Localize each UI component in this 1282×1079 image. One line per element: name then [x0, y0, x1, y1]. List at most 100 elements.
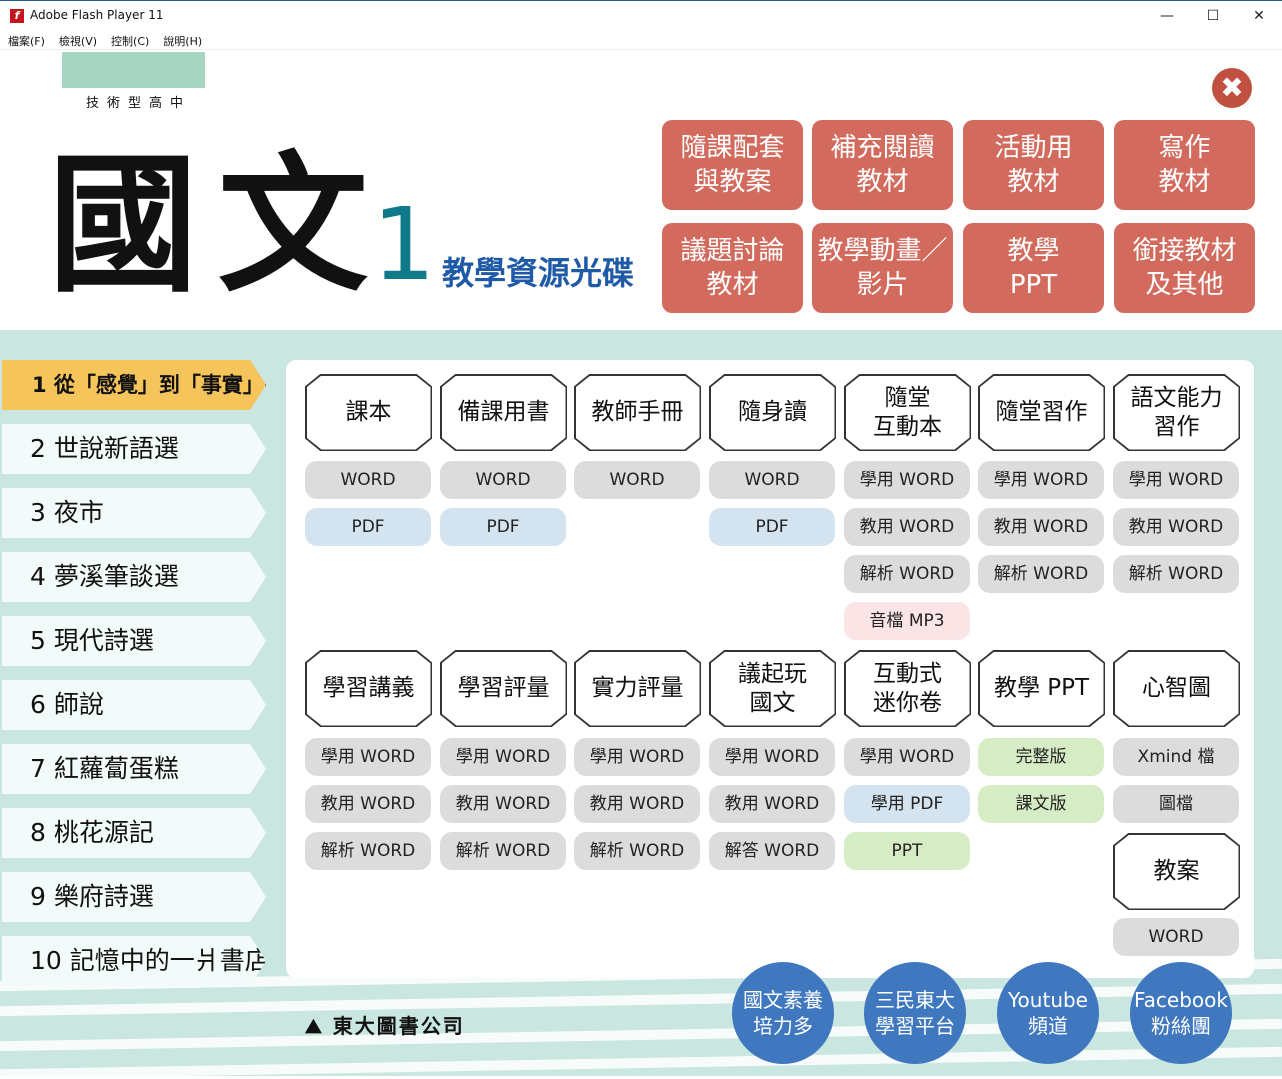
publisher-name: 東大圖書公司 — [332, 1014, 465, 1038]
resource-category-button[interactable]: 隨課配套 與教案 — [662, 120, 803, 210]
file-button[interactable]: WORD — [305, 461, 431, 499]
file-button[interactable]: 音檔 MP3 — [844, 602, 970, 640]
resource-heading: 課本 — [305, 374, 432, 451]
file-button[interactable]: WORD — [709, 461, 835, 499]
file-button[interactable]: 完整版 — [978, 738, 1104, 776]
resource-heading: 學習評量 — [440, 650, 567, 727]
resource-heading-label: 教學 PPT — [979, 651, 1104, 726]
file-button[interactable]: 解析 WORD — [978, 555, 1104, 593]
resource-heading: 隨身讀 — [709, 374, 836, 451]
window-title: Adobe Flash Player 11 — [30, 8, 164, 22]
resource-heading-label: 實力評量 — [575, 651, 700, 726]
resource-heading-label: 議起玩 國文 — [710, 651, 835, 726]
file-button[interactable]: 教用 WORD — [1113, 508, 1239, 546]
lesson-tab[interactable]: 7 紅蘿蔔蛋糕 — [2, 744, 266, 794]
file-button[interactable]: 教用 WORD — [709, 785, 835, 823]
resource-heading-label: 隨堂習作 — [979, 375, 1104, 450]
lesson-tab[interactable]: 5 現代詩選 — [2, 616, 266, 666]
file-button[interactable]: 學用 WORD — [709, 738, 835, 776]
file-button[interactable]: 解析 WORD — [844, 555, 970, 593]
resource-heading: 教學 PPT — [978, 650, 1105, 727]
resource-category-button[interactable]: 教學動畫／ 影片 — [812, 223, 953, 313]
resource-category-button[interactable]: 補充閱讀 教材 — [812, 120, 953, 210]
file-button[interactable]: 教用 WORD — [978, 508, 1104, 546]
file-button[interactable]: 教用 WORD — [440, 785, 566, 823]
footer-link-button[interactable]: Facebook 粉絲團 — [1130, 962, 1232, 1064]
file-button[interactable]: WORD — [440, 461, 566, 499]
file-button[interactable]: 圖檔 — [1113, 785, 1239, 823]
resource-category-button[interactable]: 銜接教材 及其他 — [1114, 223, 1255, 313]
file-button[interactable]: 教用 WORD — [574, 785, 700, 823]
resource-heading: 教案 — [1113, 833, 1240, 910]
close-icon[interactable]: ✖ — [1212, 68, 1252, 108]
resource-heading-label: 隨身讀 — [710, 375, 835, 450]
lesson-tab[interactable]: 3 夜市 — [2, 488, 266, 538]
menu-help[interactable]: 說明(H) — [163, 35, 203, 48]
file-button[interactable]: WORD — [574, 461, 700, 499]
file-button[interactable]: 學用 WORD — [844, 461, 970, 499]
file-button[interactable]: 解析 WORD — [440, 832, 566, 870]
file-button[interactable]: 解答 WORD — [709, 832, 835, 870]
file-button[interactable]: 解析 WORD — [305, 832, 431, 870]
file-button[interactable]: 學用 WORD — [1113, 461, 1239, 499]
file-button[interactable]: 解析 WORD — [1113, 555, 1239, 593]
file-button[interactable]: 學用 WORD — [305, 738, 431, 776]
resource-heading: 學習講義 — [305, 650, 432, 727]
file-button[interactable]: 學用 WORD — [978, 461, 1104, 499]
minimize-button[interactable]: — — [1160, 8, 1174, 24]
footer-link-button[interactable]: 國文素養 培力多 — [732, 962, 834, 1064]
file-button[interactable]: PDF — [305, 508, 431, 546]
file-button[interactable]: 學用 PDF — [844, 785, 970, 823]
file-button[interactable]: 解析 WORD — [574, 832, 700, 870]
resource-category-button[interactable]: 活動用 教材 — [963, 120, 1104, 210]
file-button[interactable]: PDF — [440, 508, 566, 546]
lesson-tab[interactable]: 1 從「感覺」到「事實」的差距 — [2, 360, 266, 410]
lesson-tab[interactable]: 2 世說新語選 — [2, 424, 266, 474]
resource-heading-label: 備課用書 — [441, 375, 566, 450]
subtitle: 教學資源光碟 — [442, 254, 635, 292]
resource-category-button[interactable]: 議題討論 教材 — [662, 223, 803, 313]
close-window-button[interactable]: ✕ — [1253, 8, 1265, 24]
resource-heading-label: 課本 — [306, 375, 431, 450]
resource-heading: 互動式 迷你卷 — [844, 650, 971, 727]
resource-heading: 教師手冊 — [574, 374, 701, 451]
lesson-tab[interactable]: 6 師說 — [2, 680, 266, 730]
resource-heading: 心智圖 — [1113, 650, 1240, 727]
file-button[interactable]: 學用 WORD — [440, 738, 566, 776]
menu-view[interactable]: 檢視(V) — [58, 35, 98, 48]
resource-heading-label: 互動式 迷你卷 — [845, 651, 970, 726]
file-button[interactable]: PPT — [844, 832, 970, 870]
resource-heading: 語文能力 習作 — [1113, 374, 1240, 451]
resource-heading-label: 隨堂 互動本 — [845, 375, 970, 450]
menu-bar: 檔案(F) 檢視(V) 控制(C) 說明(H) — [0, 30, 1282, 50]
resource-heading-label: 學習評量 — [441, 651, 566, 726]
resource-category-button[interactable]: 教學 PPT — [963, 223, 1104, 313]
file-button[interactable]: 課文版 — [978, 785, 1104, 823]
resource-category-button[interactable]: 寫作 教材 — [1114, 120, 1255, 210]
file-button[interactable]: 學用 WORD — [844, 738, 970, 776]
footer-link-button[interactable]: 三民東大 學習平台 — [864, 962, 966, 1064]
title-bar: f Adobe Flash Player 11 — ☐ ✕ — [0, 0, 1282, 30]
lesson-tab[interactable]: 4 夢溪筆談選 — [2, 552, 266, 602]
file-button[interactable]: 學用 WORD — [574, 738, 700, 776]
file-button[interactable]: WORD — [1113, 918, 1239, 956]
resource-heading: 隨堂習作 — [978, 374, 1105, 451]
lesson-tab[interactable]: 9 樂府詩選 — [2, 872, 266, 922]
lesson-tab[interactable]: 8 桃花源記 — [2, 808, 266, 858]
resource-heading: 隨堂 互動本 — [844, 374, 971, 451]
file-button[interactable]: Xmind 檔 — [1113, 738, 1239, 776]
green-banner — [62, 52, 205, 88]
menu-control[interactable]: 控制(C) — [111, 35, 150, 48]
lesson-tab[interactable]: 10 記憶中的一爿書店 — [2, 936, 266, 986]
file-button[interactable]: PDF — [709, 508, 835, 546]
header: 技術型高中 國文 1 教學資源光碟 ✖ 隨課配套 與教案 補充閱讀 教材 活動用 教… — [0, 50, 1282, 330]
resource-heading-label: 教師手冊 — [575, 375, 700, 450]
menu-file[interactable]: 檔案(F) — [8, 35, 45, 48]
school-type: 技術型高中 — [86, 96, 192, 111]
file-button[interactable]: 教用 WORD — [305, 785, 431, 823]
footer-link-button[interactable]: Youtube 頻道 — [997, 962, 1099, 1064]
resource-heading-label: 學習講義 — [306, 651, 431, 726]
file-button[interactable]: 教用 WORD — [844, 508, 970, 546]
maximize-button[interactable]: ☐ — [1206, 8, 1220, 24]
resource-heading-label: 教案 — [1114, 834, 1239, 909]
